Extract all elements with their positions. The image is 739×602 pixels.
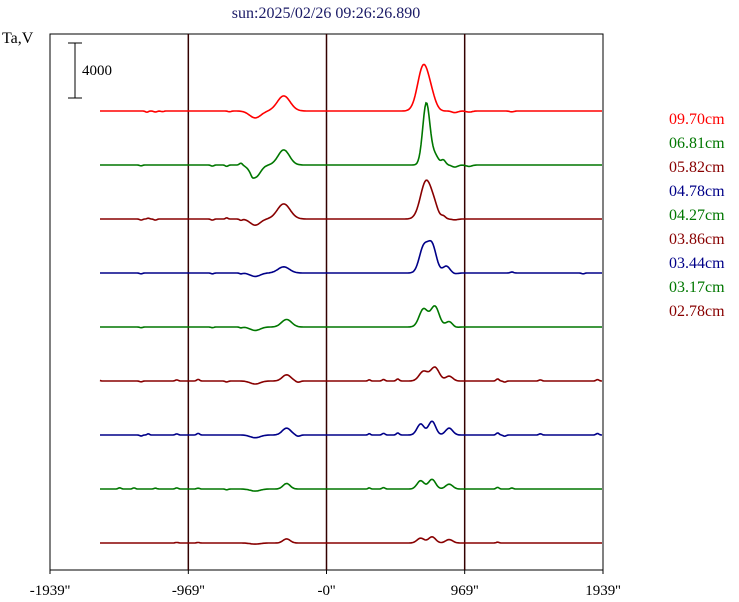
- y-axis-label: Ta,V: [2, 30, 34, 47]
- legend-item-06.81cm: 06.81cm: [669, 135, 725, 152]
- chart-title: sun:2025/02/26 09:26:26.890: [232, 5, 420, 22]
- legend-item-05.82cm: 05.82cm: [669, 159, 725, 176]
- series-line-04.27cm: [100, 305, 602, 332]
- legend-item-04.27cm: 04.27cm: [669, 207, 725, 224]
- vertical-reference-lines: [187, 34, 466, 570]
- series-traces: [99, 63, 603, 545]
- x-tick-label-2: -0'': [318, 583, 336, 599]
- scale-bar: 4000: [68, 42, 112, 99]
- legend-item-03.17cm: 03.17cm: [669, 279, 725, 296]
- x-tick-label-3: 969'': [451, 583, 479, 599]
- legend-item-09.70cm: 09.70cm: [669, 111, 725, 128]
- x-tick-label-1: -969'': [172, 583, 205, 599]
- series-line-04.78cm: [100, 239, 602, 278]
- legend: 09.70cm 06.81cm 05.82cm 04.78cm 04.27cm 03.86…: [669, 111, 725, 320]
- x-axis-ticks: -1939'' -969'' -0'' 969'' 1939'': [30, 570, 621, 599]
- scale-bar-label: 4000: [82, 63, 112, 79]
- x-tick-label-4: 1939'': [585, 583, 621, 599]
- series-line-06.81cm: [100, 101, 602, 179]
- series-line-02.78cm: [100, 535, 602, 545]
- legend-item-02.78cm: 02.78cm: [669, 303, 725, 320]
- legend-item-03.86cm: 03.86cm: [669, 231, 725, 248]
- series-line-03.44cm: [100, 420, 603, 439]
- x-tick-label-0: -1939'': [30, 583, 71, 599]
- series-line-03.86cm: [99, 366, 603, 385]
- series-line-05.82cm: [100, 179, 602, 227]
- series-line-03.17cm: [100, 478, 602, 492]
- legend-item-03.44cm: 03.44cm: [669, 255, 725, 272]
- series-line-09.70cm: [100, 63, 602, 119]
- legend-item-04.78cm: 04.78cm: [669, 183, 725, 200]
